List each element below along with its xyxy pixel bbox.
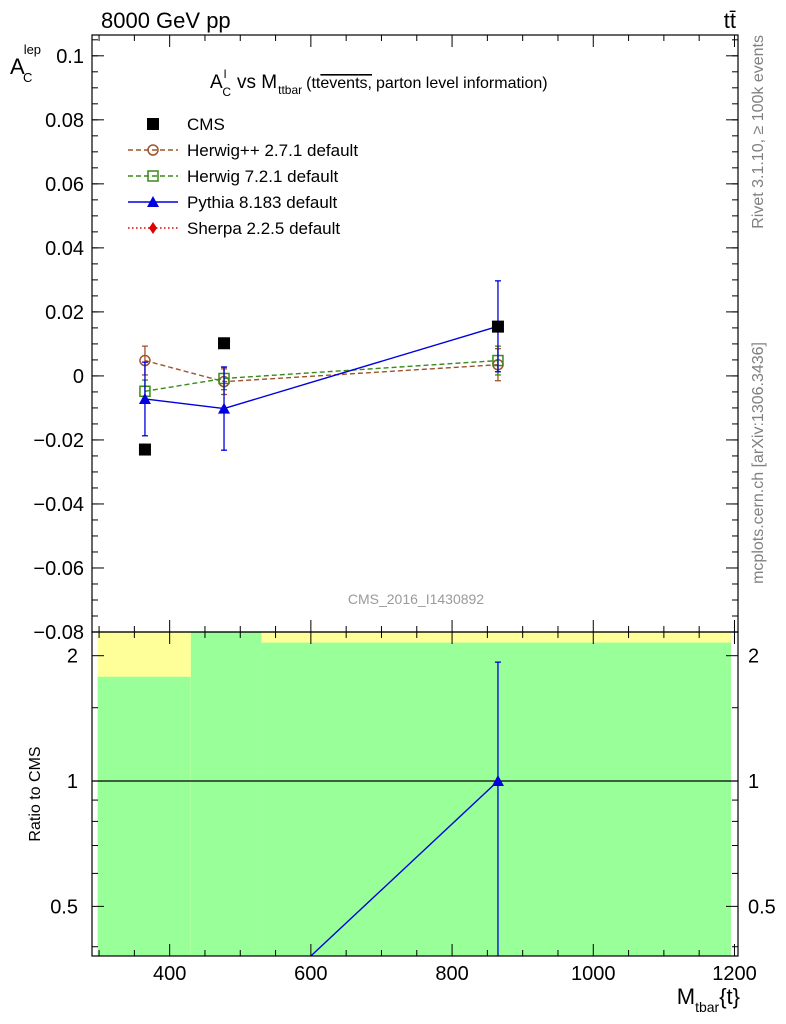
energy-label: 8000 GeV pp [101,8,231,33]
main-y-tick-label: 0.04 [45,238,84,260]
data-point-cms [138,443,151,456]
data-point-cms [491,320,504,333]
ratio-panel-frame [91,631,739,957]
x-tick-label: 600 [294,963,327,985]
main-y-tick-label: 0.06 [45,174,84,196]
main-y-tick-label: 0.08 [45,110,84,132]
main-y-tick-label: −0.04 [33,494,84,516]
process-label: tt̄ [724,8,736,33]
data-point-pythia [218,402,231,414]
x-tick-label: 400 [153,963,186,985]
ratio-y-tick-label-right: 0.5 [748,896,776,918]
ratio-band-green-0 [97,676,191,956]
ratio-y-tick-label: 1 [67,771,78,793]
ratio-band-green-1 [190,632,262,956]
x-tick-label: 1200 [712,963,757,985]
y-axis-title: Alep C [10,42,41,85]
main-y-tick-label: 0.02 [45,302,84,324]
ratio-band-green-2 [261,642,731,956]
data-point-pythia [138,392,151,404]
legend-marker-sherpa [149,222,157,234]
main-panel-series [138,280,504,456]
x-axis-title: Mtbar{t} [677,984,740,1015]
rivet-side-label: Rivet 3.1.10, ≥ 100k events [750,35,767,229]
legend-marker-pythia [147,196,159,207]
watermark-label: CMS_2016_I1430892 [348,591,484,607]
y-axis-title-sub: C [23,70,32,85]
legend-label-sherpa: Sherpa 2.2.5 default [187,219,340,238]
legend-label-herwig: Herwig 7.2.1 default [187,167,338,186]
plot-title-overline: events, [320,75,372,92]
legend-label-cms: CMS [187,115,225,134]
y-axis-title-sup: lep [24,42,41,57]
ratio-uncertainty-bands [97,632,731,956]
data-point-cms [218,337,231,350]
legend-label-pythia: Pythia 8.183 default [187,193,338,212]
ratio-y-tick-label: 2 [67,646,78,668]
x-tick-label: 1000 [571,963,616,985]
legend-marker-herwig [147,170,159,182]
ratio-y-label: Ratio to CMS [27,746,44,841]
main-y-tick-label: −0.06 [33,558,84,580]
legend-label-herwig: Herwig++ 2.7.1 default [187,141,358,160]
main-y-tick-label: 0 [73,366,84,388]
main-y-tick-label: −0.08 [33,622,84,644]
main-y-tick-label: 0.1 [56,46,84,68]
series-line-herwig [144,359,498,383]
ratio-panel-ticks: 0.5 0.5 1 1 2 2 400 600 800 1000 1200 [50,632,776,985]
legend-marker-cms [147,118,159,130]
x-tick-label: 800 [435,963,468,985]
main-panel-ticks: −0.08 −0.06 −0.04 −0.02 0 0.02 0.04 0.06 0.08 0.1 [33,35,738,644]
mcplots-side-label: mcplots.cern.ch [arXiv:1306.3436] [750,342,767,584]
ratio-point-pythia [491,775,504,787]
ratio-y-tick-label-right: 2 [748,646,759,668]
ratio-y-tick-label-right: 1 [748,771,759,793]
legend-marker-herwig [147,144,159,156]
ratio-y-tick-label: 0.5 [50,896,78,918]
series-line-pythia [144,325,499,410]
legend: CMS Herwig++ 2.7.1 default Herwig 7.2.1 de… [128,115,358,238]
ratio-line-pythia [310,780,499,957]
ratio-panel-series [310,661,504,957]
main-y-tick-label: −0.02 [33,430,84,452]
